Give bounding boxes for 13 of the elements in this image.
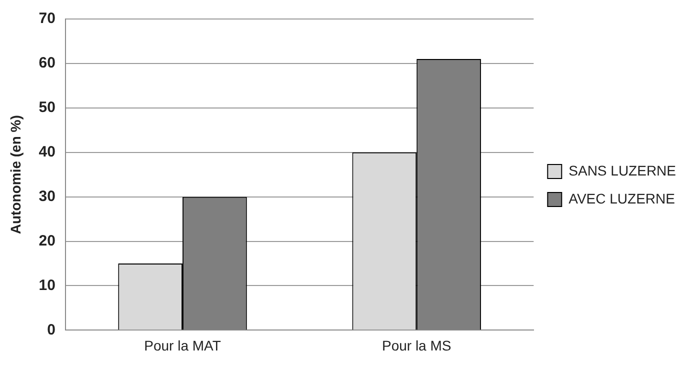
y-axis-title: Autonomie (en %) bbox=[7, 115, 24, 234]
y-tick-label: 10 bbox=[38, 276, 56, 294]
y-tick-label: 50 bbox=[38, 99, 56, 116]
y-tick-label: 40 bbox=[38, 144, 56, 161]
y-tick-label: 60 bbox=[38, 54, 56, 72]
y-tick-label: 70 bbox=[38, 10, 56, 28]
y-tick-label: 30 bbox=[38, 188, 56, 205]
y-tick-label: 0 bbox=[47, 321, 56, 338]
legend-label: SANS LUZERNE bbox=[568, 162, 676, 178]
x-tick-label: Pour la MS bbox=[382, 337, 452, 354]
y-tick-label: 20 bbox=[38, 232, 56, 250]
x-tick-label: Pour la MAT bbox=[144, 337, 222, 354]
legend-label: AVEC LUZERNE bbox=[568, 190, 675, 206]
